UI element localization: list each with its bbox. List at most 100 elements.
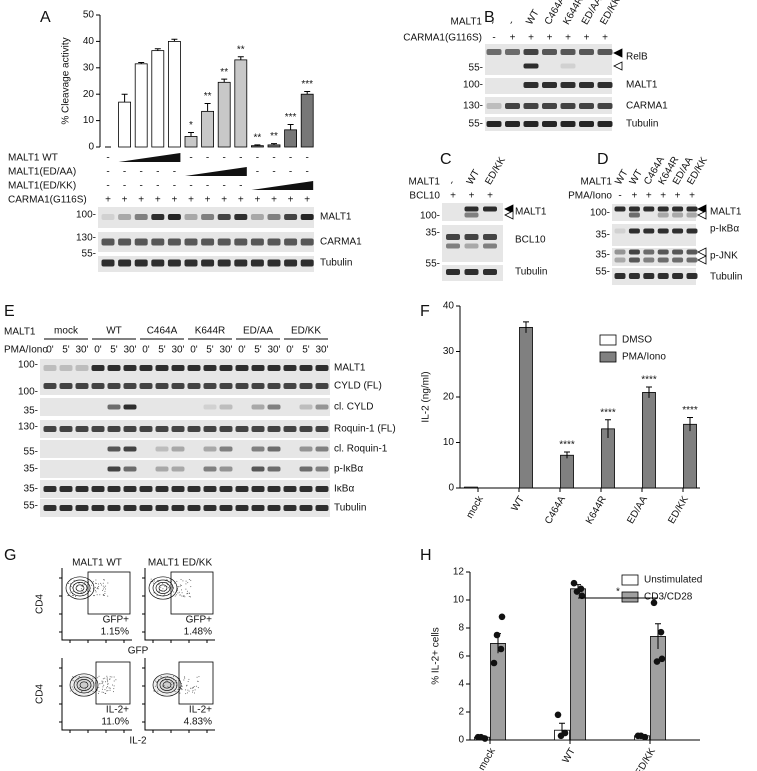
band <box>315 426 329 432</box>
event-dot <box>105 585 107 587</box>
gate-name: GFP+ <box>103 615 130 626</box>
panel-letter: A <box>40 9 51 26</box>
band <box>140 405 153 410</box>
event-dot <box>188 592 190 594</box>
row-label: CARMA1(G116S) <box>403 33 482 44</box>
condition-sign: - <box>140 181 143 192</box>
condition-sign: - <box>239 181 242 192</box>
arrowhead <box>613 48 623 58</box>
band <box>267 238 281 246</box>
band <box>75 383 89 389</box>
condition-sign: + <box>304 195 310 206</box>
mw-marker: 130- <box>18 422 38 433</box>
band <box>171 486 185 492</box>
event-dot <box>92 677 94 679</box>
condition-sign: - <box>289 167 292 178</box>
event-dot <box>163 685 165 687</box>
error-bar <box>188 131 194 137</box>
event-dot <box>108 687 110 689</box>
y-tick-label: 10 <box>83 115 95 126</box>
condition-sign: - <box>123 181 126 192</box>
band <box>151 238 165 246</box>
blot-strip <box>40 398 330 416</box>
gate-percent: 11.0% <box>101 717 129 728</box>
event-dot <box>185 580 187 582</box>
blot-strip <box>40 460 330 478</box>
band <box>118 259 132 267</box>
band <box>267 383 281 389</box>
event-dot <box>91 685 93 687</box>
header-label: MALT1 <box>581 177 613 188</box>
y-tick-label: 40 <box>443 301 455 312</box>
event-dot <box>92 581 94 583</box>
y-tick-label: 2 <box>458 707 464 718</box>
band <box>464 212 479 218</box>
event-dot <box>103 586 105 588</box>
condition-label: CARMA1(G116S) <box>8 195 87 206</box>
event-dot <box>187 689 189 691</box>
row-sign: + <box>602 33 608 44</box>
band <box>92 467 105 472</box>
band <box>44 447 57 452</box>
band <box>101 238 115 246</box>
x-tick-label: C464A <box>543 494 568 526</box>
band <box>672 212 684 218</box>
band <box>107 446 121 452</box>
bar <box>118 101 131 148</box>
band <box>92 447 105 452</box>
event-dot <box>101 680 103 682</box>
event-dot <box>84 581 86 583</box>
band <box>251 486 265 492</box>
band <box>123 486 137 492</box>
y-tick-label: 8 <box>458 623 464 634</box>
contour <box>155 582 171 594</box>
event-dot <box>67 582 69 584</box>
lane-header: WT <box>613 168 630 187</box>
bar <box>464 486 478 489</box>
event-dot <box>177 592 179 594</box>
band <box>123 466 137 472</box>
band <box>464 234 479 240</box>
row-sign: + <box>675 191 681 202</box>
band <box>628 212 640 218</box>
significance: *** <box>301 79 313 90</box>
band <box>267 426 281 432</box>
event-dot <box>103 684 105 686</box>
event-dot <box>99 594 101 596</box>
event-dot <box>82 591 84 593</box>
band <box>523 121 539 127</box>
event-dot <box>184 676 186 678</box>
row-sign: + <box>450 191 456 202</box>
mw-marker: 100- <box>420 211 440 222</box>
y-tick-label: 4 <box>458 679 464 690</box>
band-label: p-IκBα <box>710 224 739 235</box>
band <box>44 467 57 472</box>
band <box>155 486 169 492</box>
mw-marker: 55- <box>24 447 38 458</box>
band <box>483 243 497 249</box>
band <box>201 214 215 220</box>
band <box>446 213 460 218</box>
event-dot <box>104 588 106 590</box>
band <box>203 486 217 492</box>
event-dot <box>97 587 99 589</box>
legend-swatch <box>599 334 617 346</box>
mw-marker: 55- <box>24 501 38 512</box>
x-tick-label: ED/KK <box>633 746 658 771</box>
row-sign: + <box>487 191 493 202</box>
band <box>267 404 281 410</box>
band <box>107 466 121 472</box>
gate-percent: 1.15% <box>101 627 129 638</box>
y-axis-label: CD4 <box>35 594 46 614</box>
band <box>123 404 137 410</box>
time-label: 30' <box>267 345 280 356</box>
band <box>657 212 669 218</box>
band <box>155 446 169 452</box>
band <box>217 259 231 267</box>
event-dot <box>109 678 111 680</box>
contour <box>72 582 88 594</box>
arrowhead <box>697 210 707 220</box>
event-dot <box>96 588 98 590</box>
event-dot <box>156 681 158 683</box>
band <box>672 273 684 279</box>
